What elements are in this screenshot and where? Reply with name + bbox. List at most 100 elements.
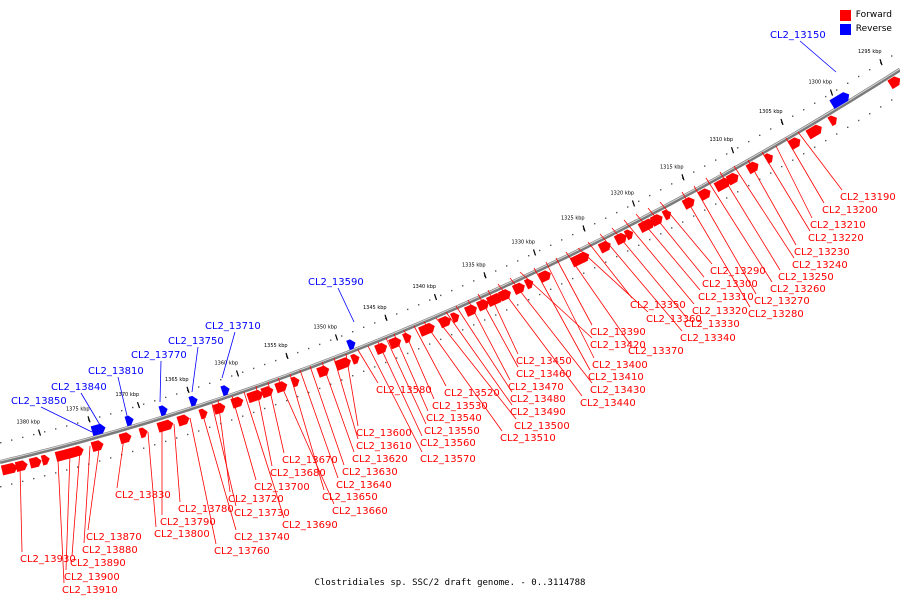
leader-line bbox=[435, 317, 517, 420]
gene-label: CL2_13300 bbox=[702, 279, 758, 290]
leader-line bbox=[747, 159, 797, 246]
track-dot bbox=[869, 69, 871, 71]
gene-label: CL2_13590 bbox=[308, 277, 364, 288]
track-dot bbox=[748, 140, 750, 143]
tick-marks: 1295 kbp 1300 kbp 1305 kbp 1310 kbp 1315 kbp… bbox=[17, 49, 883, 436]
track-dot bbox=[891, 55, 893, 57]
forward-gene-arrow-shape bbox=[316, 365, 330, 378]
leader-line bbox=[545, 261, 595, 359]
track-dot bbox=[374, 322, 376, 324]
track-dot bbox=[638, 200, 640, 202]
tick-label: 1315 kbp bbox=[660, 164, 684, 170]
gene-label: CL2_13220 bbox=[808, 233, 864, 244]
inner-track-dot bbox=[0, 486, 2, 488]
leader-line bbox=[647, 207, 705, 278]
track-dot bbox=[231, 375, 233, 377]
forward-gene-arrow-shape bbox=[827, 115, 837, 127]
track-dot bbox=[110, 413, 112, 415]
leader-line bbox=[555, 257, 593, 326]
forward-gene-arrow bbox=[887, 76, 900, 90]
forward-gene-arrow-shape bbox=[28, 456, 42, 469]
gene-label: CL2_13800 bbox=[154, 529, 210, 540]
legend-forward-label: Forward bbox=[855, 10, 892, 20]
leader-line bbox=[565, 251, 631, 345]
inner-track-dot bbox=[803, 153, 805, 155]
forward-gene-arrow-shape bbox=[523, 278, 534, 290]
leader-line bbox=[299, 369, 339, 479]
forward-gene-arrow-shape bbox=[418, 322, 435, 337]
inner-track-dot bbox=[649, 238, 651, 241]
forward-gene-arrow bbox=[350, 353, 360, 365]
inner-track-dot bbox=[616, 255, 618, 258]
inner-track-dot bbox=[297, 395, 299, 398]
forward-gene-arrow-shape bbox=[681, 197, 695, 210]
forward-gene-arrow bbox=[316, 365, 330, 378]
forward-gene-arrow-shape bbox=[74, 445, 84, 457]
leader-line bbox=[159, 360, 162, 403]
leader-line bbox=[423, 321, 503, 432]
track-dot bbox=[176, 393, 178, 395]
leader-line bbox=[267, 381, 285, 454]
forward-gene-arrow-shape bbox=[537, 270, 551, 283]
gene-label: CL2_13350 bbox=[630, 300, 686, 311]
forward-gene-arrow-shape bbox=[176, 414, 190, 427]
reverse-gene-arrow-shape bbox=[158, 405, 168, 417]
leader-line bbox=[201, 411, 237, 531]
forward-gene-arrow bbox=[537, 270, 551, 283]
tick-mark bbox=[582, 225, 586, 232]
track-dot bbox=[594, 223, 596, 225]
reverse-gene-arrow-shape bbox=[188, 395, 198, 407]
leader-line bbox=[693, 185, 757, 295]
leader-line bbox=[413, 325, 447, 387]
reverse-gene-arrow bbox=[158, 405, 168, 417]
track-dot bbox=[297, 351, 299, 354]
track-dot bbox=[22, 436, 24, 439]
leader-line bbox=[333, 357, 359, 440]
forward-gene-arrow bbox=[827, 115, 837, 127]
gene-label: CL2_13340 bbox=[680, 333, 736, 344]
track-dot bbox=[363, 326, 365, 328]
gene-label: CL2_13790 bbox=[160, 517, 216, 528]
tick-label: 1370 kbp bbox=[116, 392, 140, 398]
legend-reverse-label: Reverse bbox=[855, 24, 892, 34]
forward-gene-arrow-shape bbox=[805, 124, 822, 140]
gene-label: CL2_13440 bbox=[580, 398, 636, 409]
track-dot bbox=[627, 206, 629, 208]
forward-gene-arrow bbox=[90, 440, 104, 453]
forward-gene-arrow bbox=[497, 289, 511, 302]
inner-track-dot bbox=[429, 343, 431, 345]
gene-label: CL2_13850 bbox=[11, 396, 67, 407]
forward-gene-arrow-shape bbox=[763, 153, 773, 164]
inner-track-dot bbox=[891, 99, 893, 101]
inner-track-dot bbox=[869, 113, 871, 115]
gene-label: CL2_13770 bbox=[131, 350, 187, 361]
inner-track-dot bbox=[473, 324, 475, 326]
tick-mark bbox=[681, 174, 685, 181]
map-caption: Clostridiales sp. SSC/2 draft genome. - … bbox=[314, 578, 586, 588]
gene-label: CL2_13290 bbox=[710, 266, 766, 277]
inner-track-dot bbox=[341, 379, 343, 381]
tick-mark bbox=[136, 401, 141, 409]
gene-label: CL2_13910 bbox=[62, 585, 118, 596]
tick-mark bbox=[87, 416, 91, 423]
gene-label: CL2_13760 bbox=[214, 546, 270, 557]
tick-label: 1325 kbp bbox=[561, 215, 585, 221]
track-dot bbox=[737, 147, 739, 149]
inner-track-dot bbox=[110, 457, 112, 459]
tick-mark bbox=[631, 200, 636, 207]
track-dot bbox=[605, 217, 607, 219]
gene-label: CL2_13620 bbox=[352, 454, 408, 465]
forward-gene-arrow bbox=[274, 381, 288, 394]
track-dot bbox=[825, 95, 827, 98]
leader-line bbox=[775, 145, 813, 219]
track-dot bbox=[308, 347, 310, 350]
forward-gene-arrow bbox=[418, 322, 435, 337]
leader-line bbox=[80, 392, 101, 426]
leader-line bbox=[117, 376, 129, 421]
reverse-gene-arrow-shape bbox=[124, 415, 134, 427]
tick-mark bbox=[186, 386, 190, 393]
leader-line bbox=[455, 305, 513, 393]
inner-track-dot bbox=[858, 119, 860, 122]
reverse-gene-arrow-shape bbox=[346, 339, 356, 351]
track-dot bbox=[275, 359, 277, 362]
